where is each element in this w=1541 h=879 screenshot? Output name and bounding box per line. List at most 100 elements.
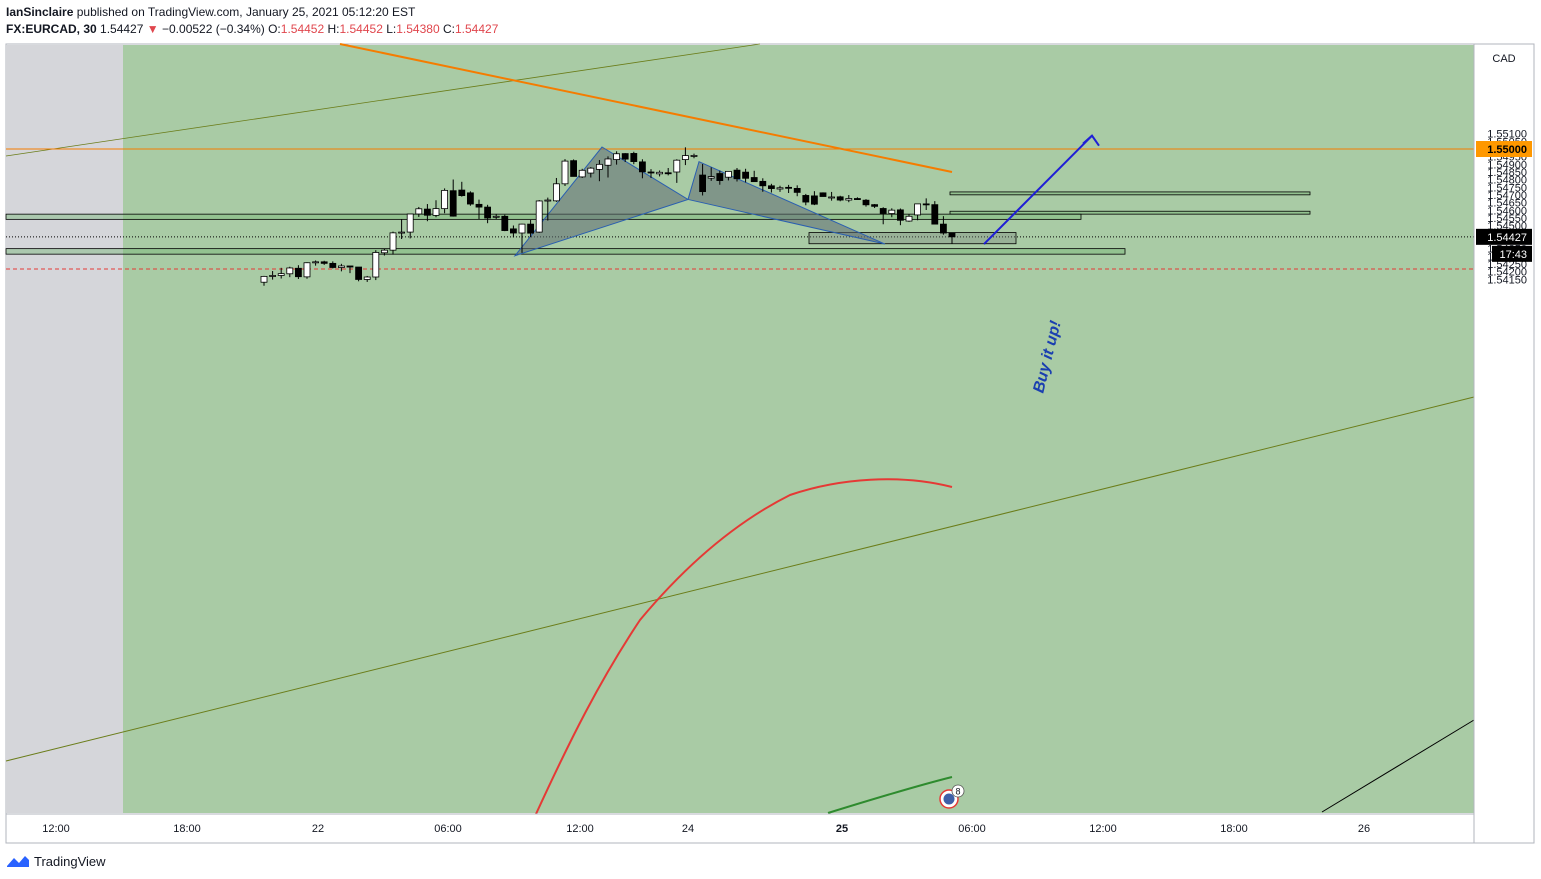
price-tick-label: 1.54800 xyxy=(1487,175,1527,187)
candle-body xyxy=(441,189,449,210)
upper-trend-line xyxy=(5,43,761,157)
candle-body xyxy=(320,261,328,264)
candle-body xyxy=(449,190,457,217)
candle-body xyxy=(596,163,603,170)
candle-body xyxy=(647,171,655,174)
candle-body xyxy=(811,195,818,205)
price-tick-label: 1.54700 xyxy=(1487,190,1527,202)
candle-body xyxy=(828,196,835,199)
candle-body xyxy=(871,204,878,207)
candle-body xyxy=(260,275,268,283)
price-tick-label: 1.54600 xyxy=(1487,205,1527,217)
down-arrow-icon: ▼ xyxy=(146,22,159,36)
candle-body xyxy=(372,252,380,278)
candle-body xyxy=(802,195,810,203)
candle-body xyxy=(931,204,939,225)
buy-arrow-head xyxy=(1082,134,1100,147)
pattern-triangle-xab xyxy=(513,146,690,257)
candle-body xyxy=(423,208,431,216)
candle-body xyxy=(501,215,509,231)
zone-1 xyxy=(5,248,1126,255)
candle-body xyxy=(948,232,956,238)
candle-body xyxy=(346,265,354,268)
candle-body xyxy=(415,208,423,215)
event-count-text: 8 xyxy=(955,787,960,797)
author-name[interactable]: IanSinclaire xyxy=(6,5,74,19)
candle-body xyxy=(750,177,758,183)
candle-body xyxy=(768,185,775,189)
candle-body xyxy=(690,155,698,157)
zone-2 xyxy=(949,191,1311,196)
time-axis[interactable]: 12:00 18:00 22 06:00 12:00 24 25 06:00 12:00 18:0… xyxy=(5,813,1475,844)
black-trend-line xyxy=(1321,719,1475,813)
time-tick-label: 18:00 xyxy=(1220,823,1248,835)
harmonic-pattern xyxy=(513,146,886,257)
price-tick-label: 1.55100 xyxy=(1487,129,1527,141)
candle-body xyxy=(303,262,311,278)
price-tick-label: 1.54850 xyxy=(1487,167,1527,179)
candle-body xyxy=(922,203,930,206)
misc-markers: 8 xyxy=(939,784,965,809)
high-label: H: xyxy=(327,22,340,36)
candle-body xyxy=(897,209,904,221)
moving-averages xyxy=(535,478,953,815)
price-tick-label: 1.54900 xyxy=(1487,159,1527,171)
out-of-session-shade xyxy=(6,45,123,813)
candle-body xyxy=(707,176,715,179)
candle-body xyxy=(862,199,870,206)
price-change: −0.00522 (−0.34%) xyxy=(162,22,265,36)
candle-body xyxy=(742,171,749,179)
time-tick-label: 25 xyxy=(836,823,848,835)
time-tick-label: 06:00 xyxy=(434,823,462,835)
candle-body xyxy=(398,231,406,234)
price-axis[interactable]: CAD1.551001.550501.549501.549001.548501.… xyxy=(1473,43,1535,844)
candle-body xyxy=(389,232,397,251)
symbol-line: FX:EURCAD, 30 1.54427 ▼ −0.00522 (−0.34%… xyxy=(6,21,498,38)
candle-body xyxy=(733,169,741,180)
candle-body xyxy=(836,196,844,201)
candle-body xyxy=(329,262,337,268)
candle-body xyxy=(484,206,492,219)
candle-body xyxy=(587,167,595,174)
candle-body xyxy=(269,275,277,277)
candle-body xyxy=(664,172,672,175)
candle-body xyxy=(716,173,724,181)
candle-body xyxy=(355,266,363,280)
candle-body xyxy=(406,213,414,233)
countdown-text: 17:43 xyxy=(1499,249,1527,261)
candle-body xyxy=(277,273,285,276)
candle-body xyxy=(509,228,517,234)
candle-body xyxy=(604,158,612,166)
candle-body xyxy=(759,180,767,187)
time-tick-label: 18:00 xyxy=(173,823,201,835)
candle-body xyxy=(621,153,629,160)
publish-line: IanSinclaire published on TradingView.co… xyxy=(6,4,498,21)
candle-body xyxy=(432,208,440,216)
price-axis-panel xyxy=(1473,43,1535,844)
candle-body xyxy=(294,267,302,278)
candle-body xyxy=(793,187,801,193)
currency-label: CAD xyxy=(1492,53,1515,65)
candle-body xyxy=(673,159,681,173)
tradingview-footer[interactable]: TradingView xyxy=(6,850,106,872)
event-count-badge xyxy=(951,784,965,798)
green-highlight-region xyxy=(123,45,1474,813)
red-moving-average xyxy=(535,478,953,815)
time-axis-panel xyxy=(5,813,1475,844)
price-tick-label: 1.54650 xyxy=(1487,198,1527,210)
candle-body xyxy=(561,160,569,185)
candle-body xyxy=(914,203,921,216)
candle-body xyxy=(699,174,706,193)
close-label: C: xyxy=(442,22,455,36)
symbol: FX:EURCAD, 30 xyxy=(6,22,97,36)
close-value: 1.54427 xyxy=(454,22,499,36)
published-text: published on TradingView.com, January 25… xyxy=(76,5,416,19)
candle-body xyxy=(286,267,294,275)
candle-body xyxy=(854,198,861,200)
price-tick-label: 1.54750 xyxy=(1487,182,1527,194)
resistance-price-text: 1.55000 xyxy=(1487,144,1527,156)
open-value: 1.54452 xyxy=(280,22,325,36)
green-moving-average xyxy=(827,776,953,814)
buy-arrow-line xyxy=(983,134,1093,245)
